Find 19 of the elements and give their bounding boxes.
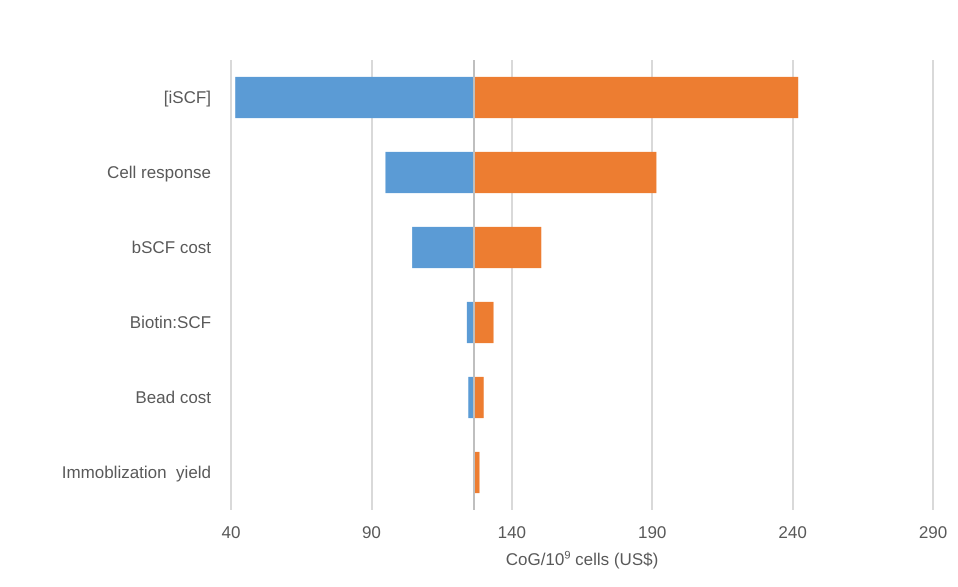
bar xyxy=(474,226,542,268)
x-tick-label: 240 xyxy=(778,523,807,542)
y-tick-label: Biotin:SCF xyxy=(130,313,211,332)
y-tick-label: Immoblization yield xyxy=(62,463,211,482)
y-tick-label: Cell response xyxy=(107,163,211,182)
bar xyxy=(412,226,474,268)
y-tick-label: bSCF cost xyxy=(132,238,212,257)
bar xyxy=(385,152,474,194)
bar xyxy=(474,152,656,194)
x-tick-label: 40 xyxy=(222,523,240,542)
bar xyxy=(474,302,494,344)
x-tick-label: 90 xyxy=(362,523,381,542)
x-tick-label: 140 xyxy=(498,523,526,542)
y-tick-label: Bead cost xyxy=(135,388,212,407)
y-tick-label: [iSCF] xyxy=(164,88,211,107)
bar xyxy=(235,76,474,118)
bar xyxy=(474,76,798,118)
x-tick-label: 190 xyxy=(638,523,666,542)
x-tick-label: 290 xyxy=(918,523,948,542)
